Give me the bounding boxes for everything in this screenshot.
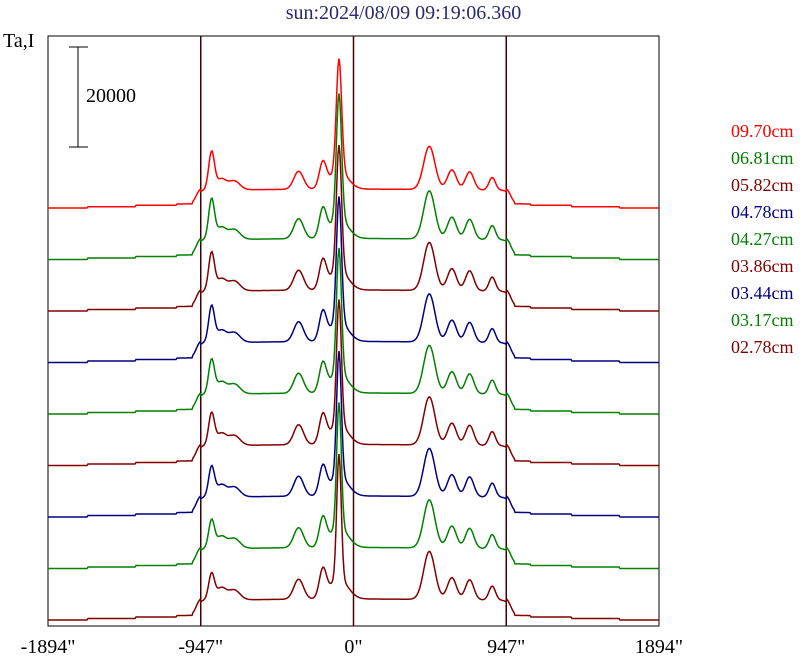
legend: 09.70cm 06.81cm 05.82cm 04.78cm 04.27cm 03.86… [731,118,794,361]
vertical-reference-lines [201,36,507,626]
legend-entry: 03.17cm [731,307,794,334]
y-axis-label: Ta,I [3,30,34,53]
legend-entry: 03.86cm [731,253,794,280]
legend-entry: 03.44cm [731,280,794,307]
legend-entry: 02.78cm [731,334,794,361]
legend-entry: 04.27cm [731,226,794,253]
legend-entry: 09.70cm [731,118,794,145]
chart-title: sun:2024/08/09 09:19:06.360 [0,2,807,25]
scale-bar-label: 20000 [86,85,136,108]
x-tick-label: -947" [178,636,223,659]
x-tick-label: 1894" [635,636,683,659]
x-tick-label: 947" [487,636,525,659]
x-tick-label: -1894" [21,636,76,659]
x-tick-label: 0" [344,636,362,659]
legend-entry: 06.81cm [731,145,794,172]
legend-entry: 05.82cm [731,172,794,199]
legend-entry: 04.78cm [731,199,794,226]
